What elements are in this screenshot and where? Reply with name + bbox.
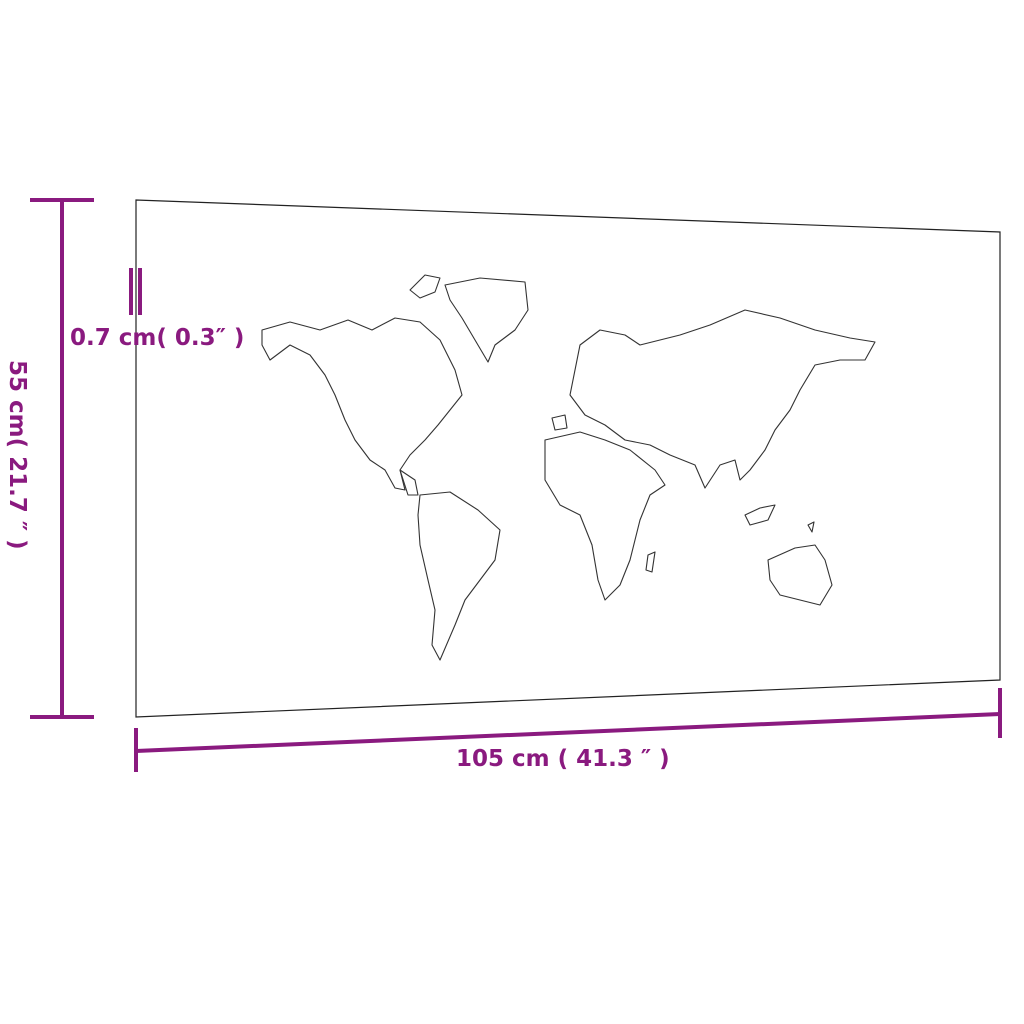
width-label: 105 cm ( 41.3 ″ ) bbox=[456, 746, 670, 772]
north-america bbox=[261, 317, 463, 491]
width-dimension bbox=[134, 688, 1002, 772]
eurasia bbox=[569, 309, 876, 489]
height-label: 55 cm( 21.7 ″ ) bbox=[4, 360, 30, 550]
australia bbox=[767, 544, 833, 606]
new-zealand bbox=[807, 521, 815, 533]
thickness-label: 0.7 cm( 0.3″ ) bbox=[70, 325, 245, 351]
thickness-dimension bbox=[129, 268, 142, 315]
south-america bbox=[417, 491, 501, 661]
uk bbox=[551, 414, 568, 431]
central-america bbox=[399, 469, 419, 496]
indonesia bbox=[744, 504, 776, 526]
height-dimension bbox=[30, 198, 94, 719]
madagascar bbox=[645, 551, 656, 573]
arctic-islands bbox=[409, 274, 441, 299]
africa bbox=[544, 431, 666, 601]
world-map-outline bbox=[261, 274, 876, 661]
greenland bbox=[444, 277, 529, 363]
panel-outline bbox=[135, 199, 1001, 718]
